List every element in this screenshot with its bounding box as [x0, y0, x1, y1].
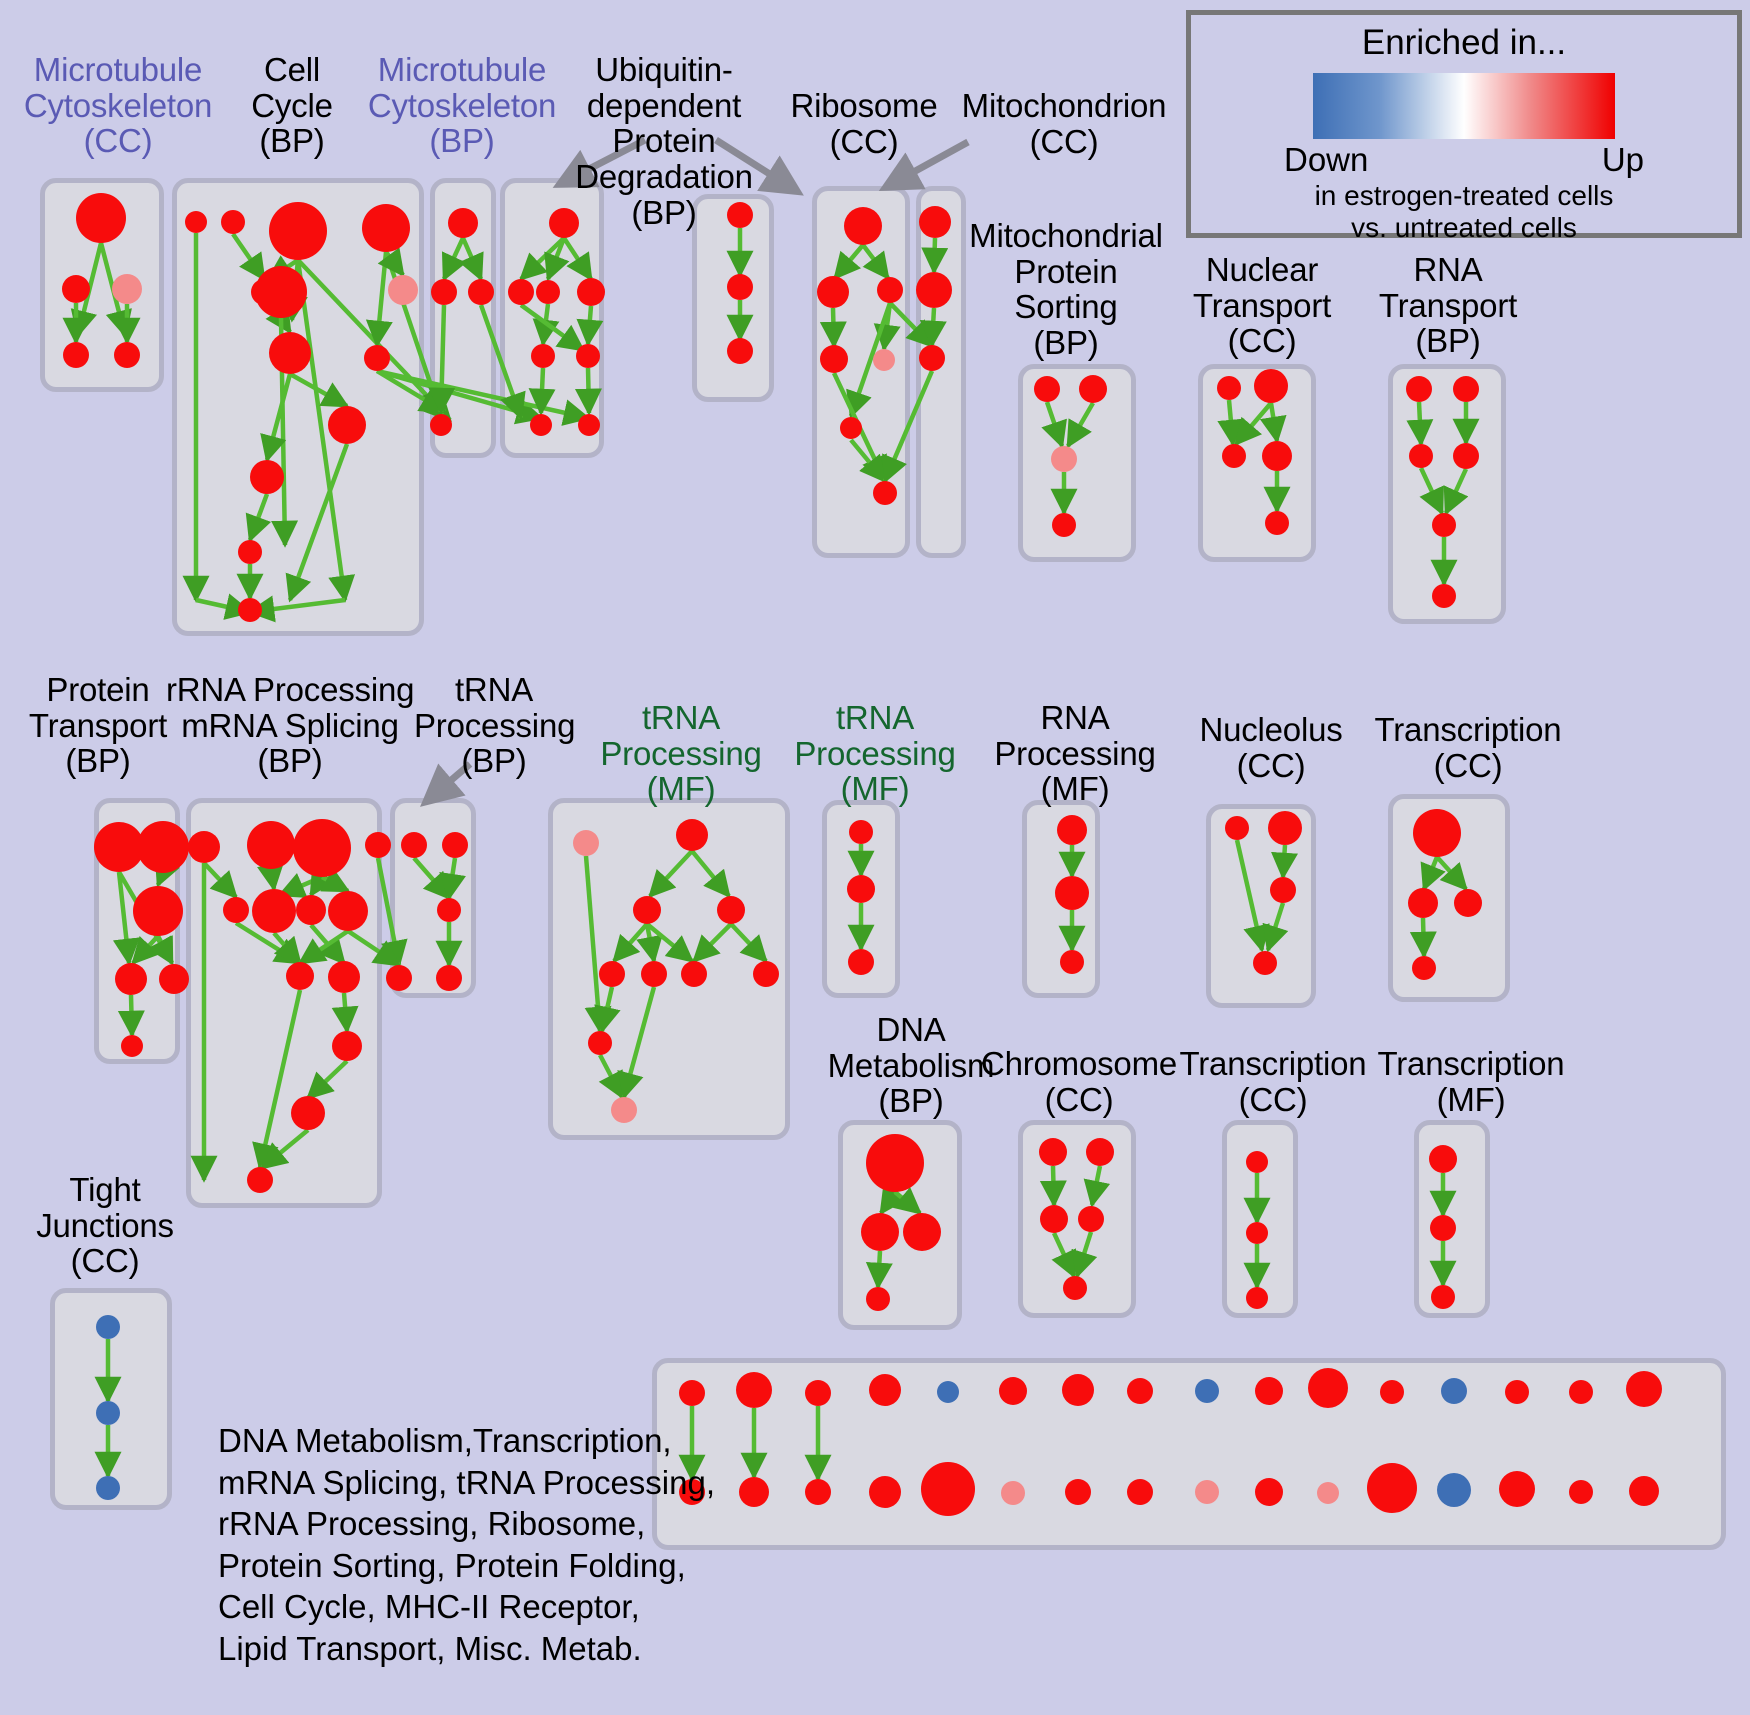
cluster-label-ribosome-cc: Ribosome (CC) — [790, 87, 938, 160]
cluster-label-mitochondrial-protein-sorting-bp: Mitochondrial Protein Sorting (BP) — [969, 217, 1163, 361]
cluster-label-rna-transport-bp: RNA Transport (BP) — [1378, 251, 1518, 360]
legend-box: Enriched in... Down Up in estrogen-treat… — [1186, 10, 1742, 242]
panel-mito-sorting-bp — [1018, 364, 1136, 562]
cluster-label-rna-processing-mf: RNA Processing (MF) — [994, 699, 1156, 808]
legend-color-gradient — [1313, 73, 1615, 139]
cluster-label-transcription-cc-1: Transcription (CC) — [1374, 711, 1562, 784]
panel-nucleolus-cc — [1206, 804, 1316, 1008]
cluster-label-tight-junctions-cc: Tight Junctions (CC) — [36, 1171, 174, 1280]
panel-trna-mf-2 — [822, 800, 900, 998]
panel-dna-metabolism — [838, 1120, 962, 1330]
cluster-label-rrna-processing-mrna-splicing-bp: rRNA Processing mRNA Splicing (BP) — [166, 671, 415, 780]
cluster-label-chromosome-cc: Chromosome (CC) — [980, 1045, 1178, 1118]
panel-misc-wide — [652, 1358, 1726, 1550]
panel-rna-transport — [1388, 364, 1506, 624]
panel-rrna-mrna — [186, 798, 382, 1208]
panel-tight-junctions — [50, 1288, 172, 1510]
cluster-label-nucleolus-cc: Nucleolus (CC) — [1199, 711, 1343, 784]
panel-trna-bp — [390, 798, 476, 998]
cluster-label-mitochondrion-cc: Mitochondrion (CC) — [961, 87, 1167, 160]
panel-protein-transport — [94, 798, 180, 1064]
panel-nuclear-transport — [1198, 364, 1316, 562]
cluster-label-trna-processing-bp: tRNA Processing (BP) — [414, 671, 576, 780]
legend-subtitle-line1: in estrogen-treated cells — [1314, 180, 1614, 211]
panel-transcription-cc1 — [1388, 794, 1510, 1002]
panel-mitochondrion-cc — [916, 186, 966, 558]
panel-transcription-mf — [1414, 1120, 1490, 1318]
panel-rna-processing-mf — [1022, 800, 1100, 998]
panel-trna-mf-1 — [548, 798, 790, 1140]
panel-microtubule-bp — [430, 178, 496, 458]
panel-ribosome-cc — [812, 186, 910, 558]
panel-transcription-cc2 — [1222, 1120, 1298, 1318]
cluster-label-cell-cycle-bp: Cell Cycle (BP) — [251, 51, 333, 160]
panel-chromosome-cc — [1018, 1120, 1136, 1318]
legend-down-label: Down — [1284, 141, 1369, 178]
cluster-label-trna-processing-mf-1: tRNA Processing (MF) — [600, 699, 762, 808]
cluster-label-transcription-cc-2: Transcription (CC) — [1179, 1045, 1367, 1118]
misc-terms-text: DNA Metabolism,Transcription, mRNA Splic… — [218, 1422, 716, 1667]
panel-microtubule-cc — [40, 178, 164, 392]
cluster-label-ubiquitin-dependent-protein-degradation-bp: Ubiquitin- dependent Protein Degradation… — [575, 51, 753, 231]
cluster-label-microtubule-cytoskeleton-cc: Microtubule Cytoskeleton (CC) — [23, 51, 213, 160]
cluster-label-trna-processing-mf-2: tRNA Processing (MF) — [794, 699, 956, 808]
panel-cell-cycle-bp — [172, 178, 424, 636]
cluster-label-protein-transport-bp: Protein Transport (BP) — [28, 671, 168, 780]
cluster-label-transcription-mf: Transcription (MF) — [1377, 1045, 1565, 1118]
cluster-label-microtubule-cytoskeleton-bp: Microtubule Cytoskeleton (BP) — [367, 51, 557, 160]
legend-subtitle-line2: vs. untreated cells — [1351, 211, 1577, 243]
legend-up-label: Up — [1601, 141, 1644, 178]
legend-title: Enriched in... — [1361, 23, 1567, 62]
cluster-label-nuclear-transport-cc: Nuclear Transport (CC) — [1192, 251, 1332, 360]
cluster-label-dna-metabolism-bp: DNA Metabolism (BP) — [827, 1011, 995, 1120]
